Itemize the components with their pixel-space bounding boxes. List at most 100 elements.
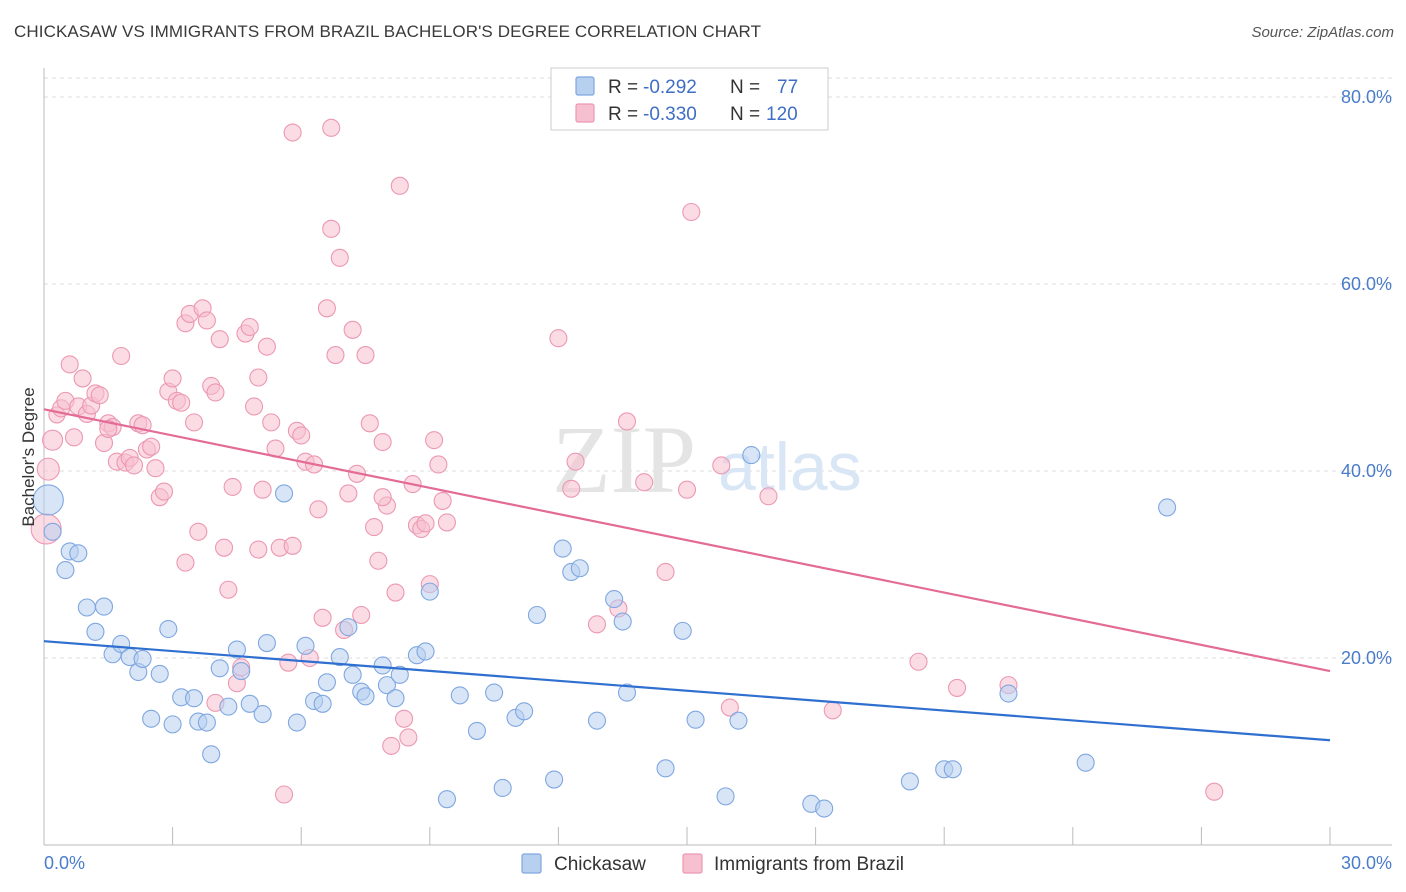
- brazil-point: [386, 583, 405, 602]
- chickasaw-point: [232, 662, 251, 681]
- brazil-point: [60, 355, 79, 374]
- chickasaw-point: [56, 561, 75, 580]
- brazil-point: [223, 477, 242, 496]
- brazil-point: [163, 369, 182, 388]
- chickasaw-point: [390, 665, 409, 684]
- brazil-point: [1205, 782, 1224, 801]
- brazil-point: [369, 551, 388, 570]
- brazil-point: [712, 456, 731, 475]
- brazil-point: [64, 428, 84, 447]
- brazil-point: [562, 479, 581, 498]
- chickasaw-point: [133, 649, 152, 668]
- brazil-point: [322, 118, 341, 137]
- brazil-point: [399, 728, 418, 747]
- watermark: ZIP atlas: [552, 406, 862, 513]
- legend-swatch-chickasaw: [575, 76, 595, 96]
- y-tick-label: 60.0%: [1341, 274, 1392, 294]
- chickasaw-point: [163, 715, 182, 734]
- trend-line-chickasaw: [43, 640, 1331, 742]
- chickasaw-point: [377, 676, 396, 695]
- brazil-point: [214, 538, 234, 557]
- chickasaw-point: [330, 648, 349, 667]
- bottom-legend-swatch-chickasaw: [521, 853, 542, 874]
- chickasaw-point: [257, 633, 276, 653]
- chickasaw-point: [527, 605, 547, 625]
- legend-r-value-brazil: -0.330: [643, 104, 697, 125]
- brazil-point: [309, 500, 328, 519]
- chickasaw-point: [343, 665, 362, 684]
- bottom-legend: Chickasaw Immigrants from Brazil: [521, 853, 904, 875]
- brazil-point: [437, 513, 456, 532]
- y-tick-label: 20.0%: [1341, 648, 1392, 668]
- bottom-legend-brazil: Immigrants from Brazil: [714, 854, 904, 875]
- trend-line-brazil: [43, 408, 1331, 673]
- brazil-point: [283, 123, 302, 142]
- brazil-point: [759, 487, 778, 506]
- series-immigrants-from-brazil: [30, 118, 1224, 804]
- chickasaw-point: [373, 656, 392, 675]
- brazil-point: [283, 536, 302, 555]
- brazil-point: [249, 368, 268, 387]
- chickasaw-point: [515, 702, 534, 721]
- legend-r-label-chickasaw: R =: [608, 77, 638, 98]
- brazil-point: [382, 736, 401, 755]
- brazil-point: [124, 456, 144, 475]
- brazil-point: [429, 455, 448, 474]
- brazil-point: [154, 482, 174, 501]
- chickasaw-point: [386, 689, 405, 708]
- brazil-point: [275, 785, 294, 804]
- brazil-point: [343, 320, 362, 339]
- chickasaw-point: [1158, 498, 1177, 517]
- chickasaw-point: [184, 689, 204, 708]
- chickasaw-point: [613, 612, 632, 631]
- brazil-point: [330, 248, 349, 267]
- brazil-point: [176, 553, 195, 572]
- chickasaw-point: [999, 684, 1018, 703]
- chickasaw-point: [900, 772, 919, 791]
- chickasaw-point: [467, 721, 487, 740]
- brazil-point: [253, 480, 272, 499]
- chickasaw-point: [742, 446, 761, 465]
- bottom-legend-chickasaw: Chickasaw: [554, 854, 646, 875]
- brazil-point: [197, 311, 216, 330]
- brazil-point: [322, 219, 341, 238]
- brazil-point: [356, 346, 375, 365]
- brazil-point: [326, 346, 345, 365]
- chickasaw-point: [943, 760, 962, 779]
- brazil-point: [317, 299, 336, 318]
- brazil-point: [112, 346, 131, 366]
- chickasaw-point: [416, 642, 435, 661]
- chickasaw-point: [296, 636, 315, 655]
- chickasaw-point: [617, 683, 637, 702]
- brazil-point: [206, 383, 225, 402]
- brazil-point: [549, 329, 568, 348]
- chickasaw-point: [202, 745, 221, 764]
- chickasaw-point: [656, 759, 675, 778]
- chickasaw-point: [686, 710, 705, 729]
- chickasaw-point: [313, 694, 332, 713]
- brazil-point: [189, 522, 208, 541]
- brazil-point: [172, 393, 191, 412]
- brazil-point: [909, 652, 928, 671]
- brazil-point: [244, 397, 264, 416]
- chickasaw-point: [275, 484, 294, 503]
- chickasaw-point: [545, 770, 564, 789]
- legend-r-label-brazil: R =: [608, 104, 638, 125]
- brazil-point: [292, 426, 311, 445]
- chickasaw-point: [227, 640, 246, 659]
- chickasaw-point: [493, 778, 512, 798]
- legend-n-value-brazil: 120: [766, 104, 798, 125]
- legend-r-value-chickasaw: -0.292: [643, 77, 697, 98]
- chickasaw-point: [94, 597, 114, 616]
- chickasaw-point: [69, 544, 88, 563]
- brazil-point: [360, 414, 379, 433]
- brazil-point: [279, 653, 298, 672]
- brazil-point: [416, 514, 435, 533]
- brazil-point: [339, 484, 358, 503]
- legend-n-label-brazil: N =: [730, 104, 760, 125]
- brazil-point: [240, 317, 259, 337]
- chickasaw-point: [553, 539, 572, 558]
- brazil-point: [390, 176, 409, 195]
- chickasaw-point: [32, 484, 64, 516]
- y-tick-label: 80.0%: [1341, 87, 1392, 107]
